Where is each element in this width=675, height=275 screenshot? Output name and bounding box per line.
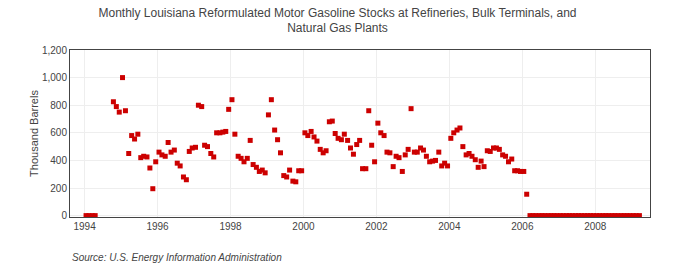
svg-text:2006: 2006 bbox=[511, 221, 534, 232]
svg-text:2004: 2004 bbox=[438, 221, 461, 232]
svg-text:1998: 1998 bbox=[219, 221, 242, 232]
svg-text:1,200: 1,200 bbox=[42, 45, 67, 56]
svg-text:Thousand Barrels: Thousand Barrels bbox=[28, 90, 40, 177]
svg-text:1,000: 1,000 bbox=[42, 72, 67, 83]
svg-text:Source: U.S. Energy Informatio: Source: U.S. Energy Information Administ… bbox=[72, 252, 282, 263]
svg-text:1994: 1994 bbox=[73, 221, 96, 232]
svg-text:200: 200 bbox=[50, 183, 67, 194]
svg-text:600: 600 bbox=[50, 127, 67, 138]
svg-text:2002: 2002 bbox=[365, 221, 388, 232]
svg-text:0: 0 bbox=[61, 210, 67, 221]
svg-text:800: 800 bbox=[50, 100, 67, 111]
svg-text:2008: 2008 bbox=[584, 221, 607, 232]
svg-text:400: 400 bbox=[50, 155, 67, 166]
svg-text:Monthly Louisiana Reformulated: Monthly Louisiana Reformulated Motor Gas… bbox=[98, 6, 576, 36]
svg-text:2000: 2000 bbox=[292, 221, 315, 232]
svg-text:1996: 1996 bbox=[146, 221, 169, 232]
